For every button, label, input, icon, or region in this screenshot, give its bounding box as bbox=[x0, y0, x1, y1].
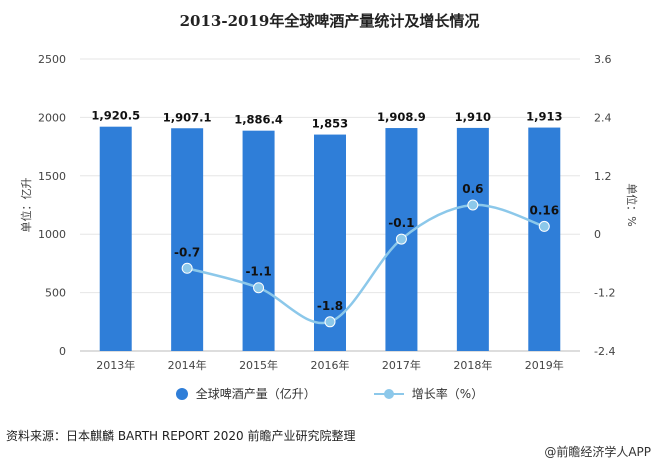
x-tick-label: 2015年 bbox=[239, 358, 278, 372]
legend-item-production[interactable]: 全球啤酒产量（亿升） bbox=[175, 385, 316, 402]
x-tick-label: 2014年 bbox=[168, 358, 207, 372]
legend-growth-label: 增长率（%） bbox=[411, 387, 484, 401]
y-tick-right: -1.2 bbox=[594, 287, 615, 300]
y-tick-right: 3.6 bbox=[594, 53, 612, 66]
x-tick-label: 2019年 bbox=[525, 358, 564, 372]
y-tick-left: 1000 bbox=[38, 228, 66, 241]
bar-value-label: 1,913 bbox=[526, 110, 562, 124]
legend: 全球啤酒产量（亿升） 增长率（%） bbox=[0, 385, 659, 402]
bar-value-label: 1,907.1 bbox=[163, 110, 212, 124]
bar-value-label: 1,853 bbox=[312, 117, 348, 131]
x-tick-label: 2017年 bbox=[382, 358, 421, 372]
growth-point bbox=[467, 199, 479, 211]
y-tick-right: 2.4 bbox=[594, 111, 612, 124]
growth-point bbox=[181, 262, 193, 274]
y-tick-left: 2000 bbox=[38, 111, 66, 124]
y-tick-left: 1500 bbox=[38, 170, 66, 183]
growth-value-label: -1.1 bbox=[245, 265, 271, 279]
growth-value-label: -0.7 bbox=[174, 245, 200, 259]
x-tick-label: 2018年 bbox=[453, 358, 492, 372]
growth-value-label: 0.16 bbox=[529, 203, 559, 217]
growth-point bbox=[395, 233, 407, 245]
growth-point bbox=[324, 316, 336, 328]
bar-value-label: 1,886.4 bbox=[234, 113, 283, 127]
bar bbox=[99, 126, 132, 351]
legend-line-marker bbox=[373, 388, 404, 400]
bar-value-label: 1,920.5 bbox=[91, 109, 140, 123]
growth-point bbox=[538, 220, 550, 232]
bar bbox=[528, 127, 561, 351]
growth-value-label: 0.6 bbox=[462, 182, 483, 196]
growth-line bbox=[186, 203, 545, 325]
bar bbox=[171, 128, 204, 351]
bar bbox=[456, 127, 489, 351]
y-tick-right: 0 bbox=[594, 228, 601, 241]
legend-production-label: 全球啤酒产量（亿升） bbox=[195, 387, 316, 401]
x-tick-label: 2016年 bbox=[311, 358, 350, 372]
legend-item-growth[interactable]: 增长率（%） bbox=[373, 385, 484, 402]
y-tick-right: -2.4 bbox=[594, 345, 615, 358]
y-tick-right: 1.2 bbox=[594, 170, 612, 183]
y-axis-label-right: 单位：% bbox=[625, 183, 639, 226]
growth-value-label: -1.8 bbox=[317, 299, 343, 313]
x-tick-label: 2013年 bbox=[96, 358, 135, 372]
y-tick-left: 500 bbox=[45, 287, 66, 300]
chart-title: 2013-2019年全球啤酒产量统计及增长情况 bbox=[179, 12, 480, 30]
brand-credit: @前瞻经济学人APP bbox=[544, 445, 651, 459]
y-tick-left: 2500 bbox=[38, 53, 66, 66]
y-axis-label-left: 单位：亿升 bbox=[19, 178, 33, 233]
chart-area: 1,920.5 1,907.1 1,886.4 1,853 1,908.9 1,910 1,… bbox=[19, 53, 639, 372]
bar bbox=[242, 130, 275, 351]
bar-value-label: 1,910 bbox=[455, 110, 491, 124]
source-note: 资料来源：日本麒麟 BARTH REPORT 2020 前瞻产业研究院整理 bbox=[6, 429, 356, 443]
bar-value-label: 1,908.9 bbox=[377, 110, 426, 124]
legend-bar-marker bbox=[175, 387, 188, 400]
growth-point bbox=[253, 282, 265, 294]
growth-value-label: -0.1 bbox=[388, 216, 414, 230]
y-tick-left: 0 bbox=[59, 345, 66, 358]
